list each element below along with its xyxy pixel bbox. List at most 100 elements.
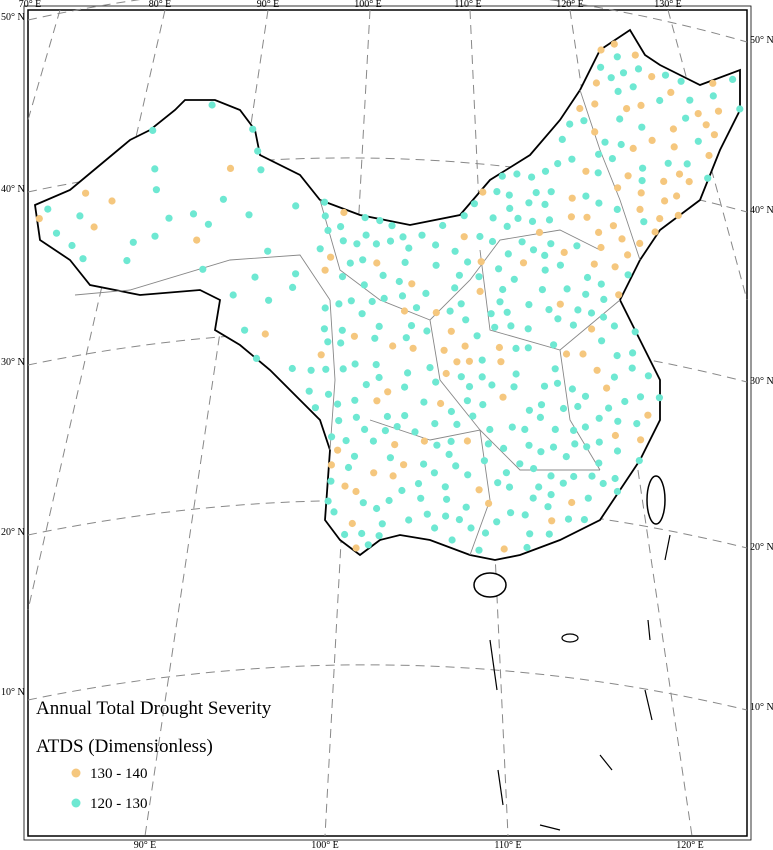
station-dot xyxy=(518,238,526,246)
station-dot xyxy=(445,450,453,458)
station-dot xyxy=(588,325,596,333)
station-dot xyxy=(651,228,659,236)
station-dot xyxy=(694,137,702,145)
station-dot xyxy=(341,530,349,539)
station-dot xyxy=(631,51,639,59)
station-dot xyxy=(574,402,582,411)
province-border xyxy=(559,349,601,471)
station-dot xyxy=(594,169,602,177)
station-dot xyxy=(664,159,672,167)
station-dot xyxy=(560,248,568,256)
station-dot xyxy=(704,174,712,182)
station-dot xyxy=(510,383,518,391)
station-dot xyxy=(35,215,43,223)
station-dot xyxy=(189,210,198,218)
left-label: 20° N xyxy=(1,527,25,538)
station-dot xyxy=(151,165,159,173)
station-dot xyxy=(68,241,76,250)
station-dot xyxy=(498,172,506,180)
right-label: 30° N xyxy=(750,376,773,387)
station-dot xyxy=(467,524,475,532)
station-dot xyxy=(547,472,555,480)
station-dot xyxy=(580,516,589,524)
station-dot xyxy=(245,211,253,219)
station-dot xyxy=(512,370,520,378)
station-dot xyxy=(587,309,596,317)
station-dot xyxy=(292,202,300,210)
station-dot xyxy=(656,96,664,105)
station-dot xyxy=(644,411,652,419)
station-dot xyxy=(595,228,603,236)
station-dot xyxy=(591,100,599,108)
station-dot xyxy=(320,325,328,333)
station-dot xyxy=(404,369,412,377)
station-dot xyxy=(335,417,343,425)
station-dot xyxy=(500,444,508,452)
station-dot xyxy=(529,494,537,502)
station-dot xyxy=(443,495,451,503)
bottom-label: 110° E xyxy=(494,840,521,850)
station-dot xyxy=(639,164,647,172)
outer-frame xyxy=(23,5,752,841)
station-dot xyxy=(432,241,440,249)
station-dot xyxy=(619,69,628,77)
station-dot xyxy=(507,509,515,517)
station-dot xyxy=(551,365,559,373)
station-dot xyxy=(426,364,434,372)
station-dot xyxy=(405,244,413,252)
station-dot xyxy=(694,110,702,118)
station-dot xyxy=(582,192,590,200)
station-dot xyxy=(229,291,237,299)
station-dot xyxy=(441,483,449,491)
hainan xyxy=(473,572,507,598)
station-dot xyxy=(488,237,497,246)
station-dot xyxy=(292,270,300,278)
station-dot xyxy=(464,258,472,266)
station-dot xyxy=(311,404,319,412)
right-label: 50° N xyxy=(750,35,773,46)
station-dot xyxy=(736,105,744,113)
station-dot xyxy=(344,463,353,472)
station-dot xyxy=(597,63,605,71)
station-dot xyxy=(551,425,559,433)
right-label: 40° N xyxy=(750,205,773,216)
station-dot xyxy=(219,195,227,203)
station-dot xyxy=(648,136,656,144)
station-dot xyxy=(352,487,360,496)
station-dot xyxy=(479,401,487,409)
station-dot xyxy=(327,253,335,261)
station-dot xyxy=(495,343,503,352)
province-border xyxy=(329,299,336,451)
station-dot xyxy=(682,114,690,122)
station-dot xyxy=(661,71,670,79)
legend-title: Annual Total Drought Severity xyxy=(36,698,272,719)
station-dot xyxy=(525,301,533,309)
station-dot xyxy=(655,394,664,402)
station-dot xyxy=(335,300,343,308)
station-dot xyxy=(149,126,157,134)
province-border xyxy=(319,199,601,321)
station-dot xyxy=(373,259,381,267)
station-dot xyxy=(418,231,426,239)
station-dot xyxy=(613,487,622,496)
station-dot xyxy=(447,407,455,416)
station-dot xyxy=(545,216,554,224)
station-dot xyxy=(327,477,335,485)
station-dot xyxy=(525,199,533,207)
province-border xyxy=(74,254,331,301)
station-dot xyxy=(321,266,329,274)
station-dot xyxy=(629,83,637,91)
station-dot xyxy=(571,440,579,448)
station-dot xyxy=(339,365,347,373)
station-dot xyxy=(554,315,562,323)
station-dot xyxy=(351,396,359,404)
island-line xyxy=(647,619,651,641)
station-dot xyxy=(503,222,511,230)
station-dot xyxy=(389,342,397,350)
station-dot xyxy=(563,285,571,293)
station-dot xyxy=(414,480,423,488)
left-label: 30° N xyxy=(1,357,25,368)
station-dot xyxy=(433,441,441,449)
station-dot xyxy=(503,308,511,316)
station-dot xyxy=(399,233,407,241)
